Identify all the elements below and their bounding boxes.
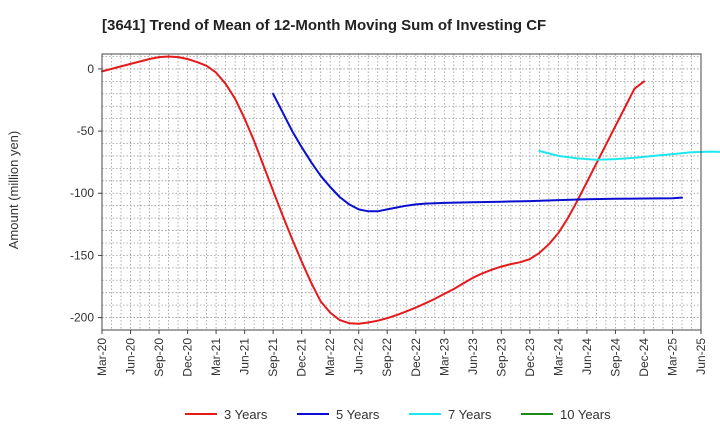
x-tick-label: Dec-20 xyxy=(181,338,195,377)
x-tick-label: Mar-25 xyxy=(665,338,679,376)
legend-label-5-years: 5 Years xyxy=(336,407,380,422)
y-tick-label: -100 xyxy=(70,186,94,200)
y-tick-label: 0 xyxy=(87,62,94,76)
y-tick-label: -50 xyxy=(77,124,95,138)
x-tick-label: Jun-25 xyxy=(694,338,708,375)
plot-area xyxy=(102,54,701,330)
series-line-7-years xyxy=(538,150,720,161)
series-line-5-years xyxy=(272,92,683,213)
x-tick-label: Jun-21 xyxy=(238,338,252,375)
x-tick-label: Jun-24 xyxy=(580,338,594,375)
x-tick-label: Mar-22 xyxy=(323,338,337,376)
x-tick-label: Mar-24 xyxy=(551,338,565,376)
x-axis: Mar-20 Jun-20 Sep-20 Dec-20 Mar-21 Jun-21 Sep-… xyxy=(95,330,708,377)
plot-frame xyxy=(101,53,702,331)
x-tick-label: Sep-21 xyxy=(266,338,280,377)
x-tick-label: Dec-24 xyxy=(637,338,651,377)
x-tick-label: Dec-22 xyxy=(409,338,423,377)
x-tick-label: Dec-23 xyxy=(523,338,537,377)
x-tick-label: Jun-20 xyxy=(124,338,138,375)
chart-title: [3641] Trend of Mean of 12-Month Moving … xyxy=(102,17,546,34)
legend-label-3-years: 3 Years xyxy=(224,407,268,422)
x-tick-label: Sep-22 xyxy=(380,338,394,377)
y-tick-label: -150 xyxy=(70,248,94,262)
x-tick-label: Jun-23 xyxy=(466,338,480,375)
x-tick-label: Sep-23 xyxy=(494,338,508,377)
x-tick-label: Mar-23 xyxy=(437,338,451,376)
x-tick-label: Sep-20 xyxy=(152,338,166,377)
y-axis-label: Amount (million yen) xyxy=(6,131,21,250)
x-tick-label: Jun-22 xyxy=(352,338,366,375)
series-line-3-years xyxy=(101,55,645,325)
legend-label-10-years: 10 Years xyxy=(560,407,611,422)
x-tick-label: Mar-20 xyxy=(95,338,109,376)
y-tick-label: -200 xyxy=(70,311,94,325)
y-axis: 0 -50 -100 -150 -200 xyxy=(70,62,102,325)
legend-label-7-years: 7 Years xyxy=(448,407,492,422)
x-tick-label: Dec-21 xyxy=(295,338,309,377)
x-tick-label: Mar-21 xyxy=(209,338,223,376)
series-lines xyxy=(101,55,720,325)
x-tick-label: Sep-24 xyxy=(608,338,622,377)
legend: 3 Years 5 Years 7 Years 10 Years xyxy=(185,407,611,422)
